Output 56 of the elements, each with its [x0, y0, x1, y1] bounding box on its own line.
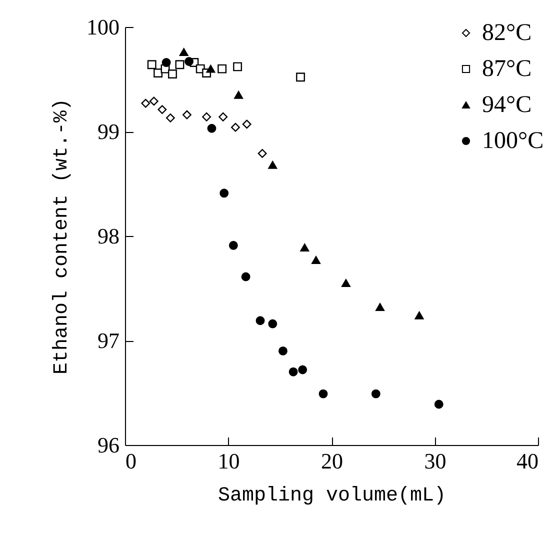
- x-tick-label: 40: [516, 448, 538, 474]
- legend-label: 100°C: [482, 128, 544, 154]
- point: [234, 90, 244, 99]
- point: [256, 316, 265, 326]
- point: [162, 58, 171, 67]
- point: [141, 98, 150, 108]
- point: [149, 96, 158, 106]
- point: [268, 319, 278, 328]
- point: [207, 124, 216, 133]
- x-axis-title: Sampling volume(mL): [218, 484, 446, 508]
- point: [376, 303, 384, 312]
- point: [434, 400, 444, 409]
- point: [147, 60, 156, 70]
- point: [175, 60, 184, 70]
- point: [154, 68, 163, 78]
- y-tick-label: 99: [98, 119, 120, 144]
- point: [184, 57, 194, 66]
- point: [242, 120, 252, 129]
- point: [166, 113, 175, 122]
- x-tick-label: 10: [218, 448, 240, 474]
- point: [268, 160, 278, 169]
- point: [218, 64, 227, 74]
- y-tick-label: 100: [86, 14, 120, 40]
- point: [182, 110, 192, 120]
- point: [298, 365, 308, 374]
- point: [296, 72, 305, 82]
- y-tick-label: 98: [98, 224, 120, 248]
- y-axis-title: Ethanol content (wt.-%): [50, 98, 74, 375]
- point: [288, 367, 298, 376]
- point: [218, 112, 228, 122]
- point: [312, 256, 320, 264]
- point: [206, 64, 216, 73]
- point: [202, 112, 212, 122]
- x-tick-label: 20: [321, 448, 343, 474]
- point: [278, 346, 288, 356]
- point: [168, 70, 177, 78]
- point: [341, 279, 350, 287]
- point: [158, 105, 167, 114]
- point: [414, 311, 424, 320]
- point: [179, 48, 188, 56]
- point: [258, 148, 267, 158]
- legend-label: 94°C: [482, 92, 532, 118]
- point: [318, 389, 328, 398]
- y-tick-label: 97: [98, 328, 120, 353]
- x-tick-label: 30: [424, 448, 446, 474]
- x-tick-label: 0: [126, 448, 136, 474]
- point: [241, 272, 250, 282]
- y-tick-label: 96: [98, 432, 120, 458]
- point: [300, 244, 310, 252]
- point: [233, 62, 242, 72]
- legend-label: 87°C: [482, 56, 532, 82]
- point: [371, 389, 380, 398]
- legend-label: 82°C: [482, 20, 532, 46]
- point: [231, 122, 240, 132]
- point: [220, 188, 229, 198]
- point: [228, 240, 238, 250]
